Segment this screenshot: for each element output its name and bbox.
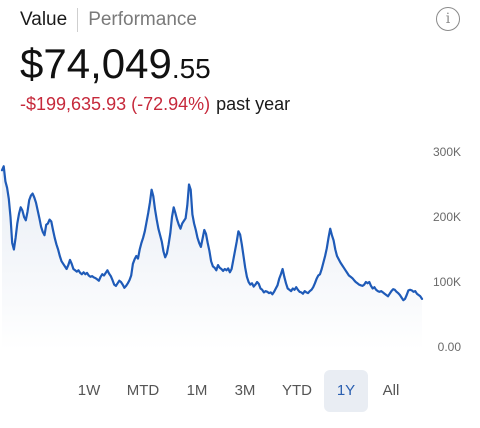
- change-percent: (-72.94%): [131, 94, 211, 114]
- change-amount: -$199,635.93: [20, 94, 127, 114]
- range-option-1m[interactable]: 1M: [186, 382, 208, 399]
- range-selector: 1W MTD 1M 3M YTD 1Y All: [0, 370, 480, 412]
- range-option-3m[interactable]: 3M: [234, 382, 256, 399]
- range-option-1w[interactable]: 1W: [77, 382, 101, 399]
- tab-divider: [77, 8, 79, 32]
- value-chart[interactable]: 300K 200K 100K 0.00: [0, 140, 480, 360]
- chart-area-fill: [2, 166, 422, 350]
- info-icon[interactable]: i: [436, 7, 460, 31]
- range-option-ytd[interactable]: YTD: [282, 382, 312, 399]
- range-option-all[interactable]: All: [382, 382, 400, 399]
- portfolio-change: -$199,635.93 (-72.94%) past year: [20, 94, 290, 115]
- y-tick-label: 200K: [433, 210, 461, 224]
- range-option-mtd[interactable]: MTD: [126, 382, 160, 399]
- y-tick-label: 100K: [433, 275, 461, 289]
- y-tick-label: 0.00: [438, 340, 462, 354]
- tab-value[interactable]: Value: [20, 9, 68, 30]
- change-period: past year: [216, 94, 291, 114]
- chart-series-line: [0, 165, 424, 302]
- view-tabs: Value Performance: [20, 8, 197, 32]
- portfolio-value: $74,049 .55: [20, 38, 211, 90]
- portfolio-value-cents: .55: [171, 53, 211, 84]
- range-option-1y[interactable]: 1Y: [324, 370, 368, 412]
- y-axis-ticks: 300K 200K 100K 0.00: [433, 145, 461, 354]
- portfolio-value-dollars: $74,049: [20, 40, 172, 87]
- tab-performance[interactable]: Performance: [88, 9, 197, 30]
- y-tick-label: 300K: [433, 145, 461, 159]
